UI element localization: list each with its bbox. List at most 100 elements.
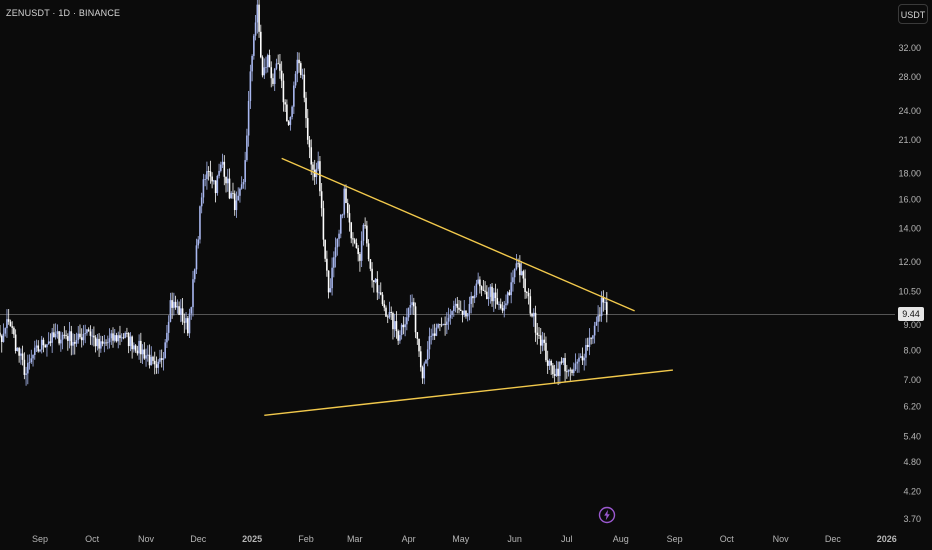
- candle: [477, 272, 479, 285]
- candle: [597, 305, 599, 332]
- candle: [40, 335, 43, 354]
- candle: [214, 180, 217, 203]
- candle: [280, 61, 283, 89]
- candle: [491, 282, 493, 307]
- candle: [14, 329, 17, 354]
- candle: [571, 368, 573, 376]
- x-tick-label: Dec: [190, 534, 207, 544]
- trendline-lower[interactable]: [264, 369, 673, 416]
- candle: [108, 328, 111, 349]
- candle: [308, 135, 311, 159]
- candle: [244, 151, 246, 190]
- candle: [338, 229, 340, 247]
- candle: [390, 306, 393, 320]
- y-tick-label: 6.20: [903, 401, 921, 411]
- candle: [51, 327, 53, 353]
- lightning-bolt-icon[interactable]: [598, 506, 616, 524]
- candle: [374, 277, 377, 284]
- candle: [96, 333, 99, 351]
- candle: [331, 257, 333, 296]
- candle: [103, 334, 106, 353]
- candle: [524, 269, 526, 299]
- candle: [536, 322, 539, 345]
- currency-badge[interactable]: USDT: [898, 4, 928, 24]
- candle: [273, 67, 276, 92]
- candle: [232, 182, 234, 199]
- candle: [94, 335, 97, 353]
- candle: [39, 348, 41, 353]
- candle: [206, 161, 208, 190]
- trendline-upper[interactable]: [281, 157, 635, 312]
- candle: [221, 153, 224, 169]
- candle: [289, 116, 292, 131]
- candle: [169, 292, 172, 323]
- candle: [322, 200, 325, 247]
- candle: [127, 332, 130, 354]
- candle: [178, 301, 180, 316]
- candle: [193, 268, 196, 283]
- candle: [35, 339, 38, 352]
- candle: [233, 190, 236, 216]
- candle: [82, 325, 85, 346]
- candle: [199, 205, 201, 244]
- candle: [519, 255, 521, 283]
- candle: [486, 285, 488, 300]
- candle: [33, 340, 36, 360]
- candle: [399, 330, 401, 344]
- candle: [254, 15, 257, 41]
- candle: [505, 294, 507, 310]
- candle: [334, 237, 337, 268]
- candle: [379, 282, 382, 296]
- candle: [310, 139, 313, 175]
- candle: [520, 261, 523, 276]
- candle: [397, 329, 399, 345]
- candle: [126, 327, 128, 338]
- candle: [473, 285, 476, 304]
- candle: [317, 151, 319, 171]
- candle: [60, 331, 62, 352]
- candle: [305, 91, 307, 128]
- candle: [451, 310, 453, 319]
- candle: [534, 305, 537, 342]
- symbol-title: ZENUSDT · 1D · BINANCE: [6, 8, 121, 18]
- candle: [430, 328, 432, 345]
- candle: [207, 166, 210, 181]
- candle: [319, 155, 321, 197]
- candle: [423, 361, 426, 385]
- candle: [595, 316, 598, 326]
- candle: [46, 344, 48, 357]
- candle: [428, 327, 431, 359]
- candle: [266, 53, 269, 73]
- candle: [225, 176, 227, 193]
- candle: [21, 345, 24, 366]
- candle: [341, 213, 344, 219]
- candle: [320, 183, 323, 217]
- candle: [369, 259, 372, 272]
- candle: [190, 306, 193, 320]
- candle: [124, 331, 126, 339]
- candle: [588, 328, 591, 356]
- y-tick-label: 14.00: [898, 223, 921, 233]
- candle: [44, 343, 47, 348]
- candle: [599, 307, 601, 322]
- candle: [98, 333, 100, 357]
- candle: [284, 99, 286, 112]
- y-tick-label: 12.00: [898, 257, 921, 267]
- candle: [564, 353, 566, 383]
- candle: [487, 287, 490, 306]
- candle: [538, 327, 540, 339]
- candle: [216, 174, 219, 196]
- candle: [155, 356, 158, 374]
- x-tick-label: Jul: [561, 534, 573, 544]
- candle: [303, 68, 306, 103]
- candle: [113, 328, 116, 343]
- candle: [89, 325, 92, 345]
- candle: [440, 317, 443, 328]
- candle: [119, 325, 121, 346]
- candle: [141, 344, 144, 364]
- candle: [510, 272, 512, 304]
- candle: [42, 337, 45, 353]
- candle: [362, 223, 365, 246]
